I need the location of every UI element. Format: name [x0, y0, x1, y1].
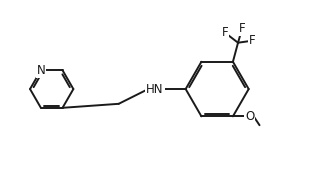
- Text: F: F: [239, 22, 245, 36]
- Text: N: N: [37, 64, 45, 77]
- Text: F: F: [222, 26, 229, 39]
- Text: HN: HN: [146, 83, 164, 95]
- Text: F: F: [248, 34, 255, 47]
- Text: O: O: [245, 110, 254, 123]
